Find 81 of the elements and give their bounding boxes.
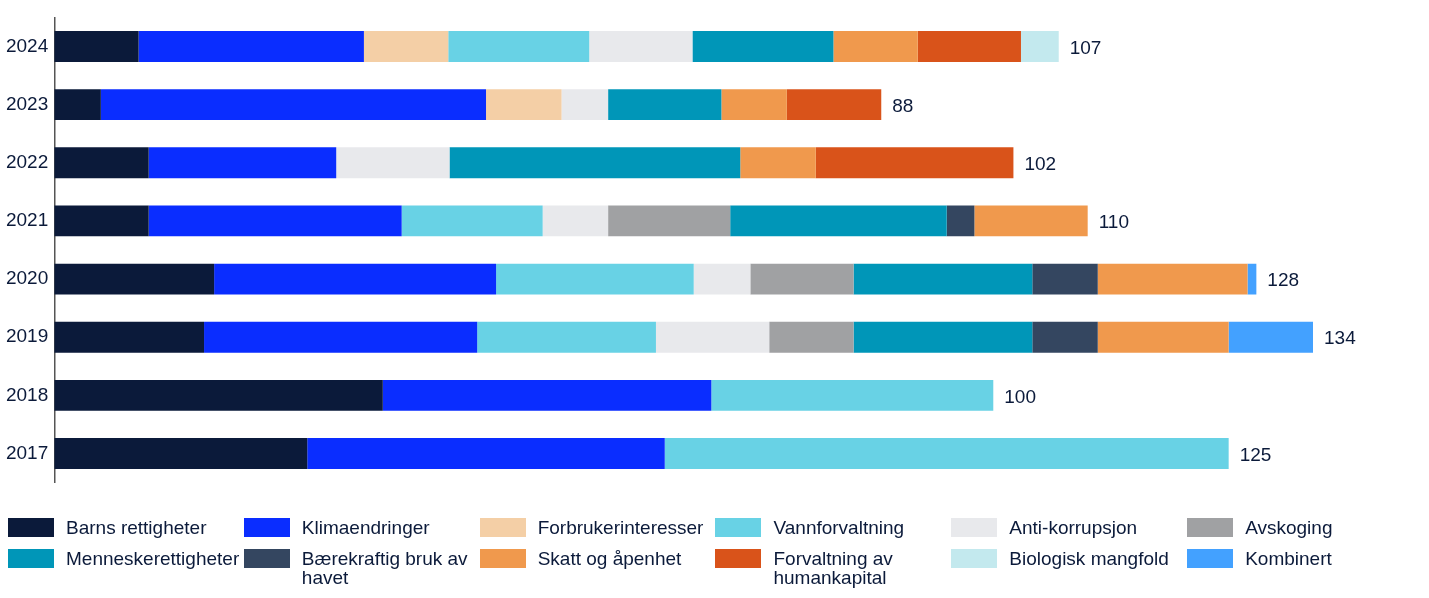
legend-label: Forvaltning av humankapital: [773, 548, 894, 588]
bar: [449, 147, 741, 179]
bar: [148, 147, 337, 179]
annotation: 102: [1024, 153, 1057, 175]
y-tick-label: 2017: [5, 441, 49, 463]
bar: [204, 321, 478, 353]
bar: [542, 205, 609, 237]
bar: [769, 321, 854, 353]
legend-label: Vannforvaltning: [773, 517, 905, 538]
bar: [486, 89, 562, 121]
bar: [664, 438, 1229, 469]
bar: [1228, 321, 1313, 353]
bar: [589, 31, 693, 62]
bar: [382, 379, 712, 411]
bar: [54, 89, 101, 121]
bar: [750, 263, 854, 295]
annotation: 128: [1267, 269, 1300, 291]
y-tick-label: 2019: [5, 325, 49, 347]
bar: [307, 438, 665, 469]
bar: [54, 205, 149, 237]
legend-label: Forbrukerinteresser: [537, 517, 704, 538]
bar: [54, 321, 205, 353]
bar: [214, 263, 497, 295]
bar: [1020, 31, 1059, 62]
annotation: 134: [1324, 327, 1357, 349]
bar: [853, 263, 1033, 295]
annotation: 107: [1069, 36, 1102, 58]
bar: [608, 89, 722, 121]
bar: [974, 205, 1088, 237]
legend-label: Anti-korrupsjon: [1009, 517, 1138, 538]
bar: [711, 379, 994, 411]
bar: [54, 147, 149, 179]
bar: [730, 205, 947, 237]
bar: [54, 379, 383, 411]
y-tick-label: 2024: [5, 34, 49, 56]
y-tick-label: 2021: [5, 209, 49, 231]
y-tick-label: 2022: [5, 151, 49, 173]
bar: [721, 89, 787, 121]
bar: [148, 205, 402, 237]
annotation: 88: [892, 94, 914, 116]
y-tick-label: 2018: [5, 383, 49, 405]
bar: [1032, 321, 1098, 353]
legend-label: Avskoging: [1245, 517, 1333, 538]
bar: [1097, 321, 1229, 353]
legend-label: Barns rettigheter: [66, 517, 207, 538]
annotation: 110: [1098, 211, 1129, 233]
bar: [853, 321, 1033, 353]
bar: [100, 89, 487, 121]
bar: [693, 263, 751, 295]
annotation: 100: [1004, 385, 1036, 407]
bar: [608, 205, 731, 237]
bar: [815, 147, 1014, 179]
bar: [54, 263, 215, 295]
bar: [54, 438, 308, 469]
bar: [448, 31, 590, 62]
legend-label: Menneskerettigheter: [66, 548, 240, 569]
bar: [1032, 263, 1098, 295]
bar: [786, 89, 882, 121]
bar: [1097, 263, 1248, 295]
legend-label: Bærekraftig bruk av havet: [301, 548, 469, 588]
bar: [477, 321, 656, 353]
bar: [54, 31, 139, 62]
y-tick-label: 2020: [5, 267, 49, 289]
legend-label: Klimaendringer: [301, 517, 430, 538]
bar: [363, 31, 449, 62]
bar: [692, 31, 834, 62]
legend-label: Skatt og åpenhet: [537, 548, 682, 569]
legend-label: Kombinert: [1245, 548, 1332, 569]
annotation: 125: [1239, 443, 1272, 465]
legend-label: Biologisk mangfold: [1009, 548, 1169, 569]
bar: [946, 205, 975, 237]
bar: [336, 147, 450, 179]
bar: [740, 147, 816, 179]
bar: [833, 31, 918, 62]
bar: [561, 89, 609, 121]
bar: [401, 205, 543, 237]
bar: [655, 321, 770, 353]
bar: [496, 263, 694, 295]
bar: [138, 31, 364, 62]
bar: [917, 31, 1021, 62]
y-tick-label: 2023: [5, 92, 49, 114]
